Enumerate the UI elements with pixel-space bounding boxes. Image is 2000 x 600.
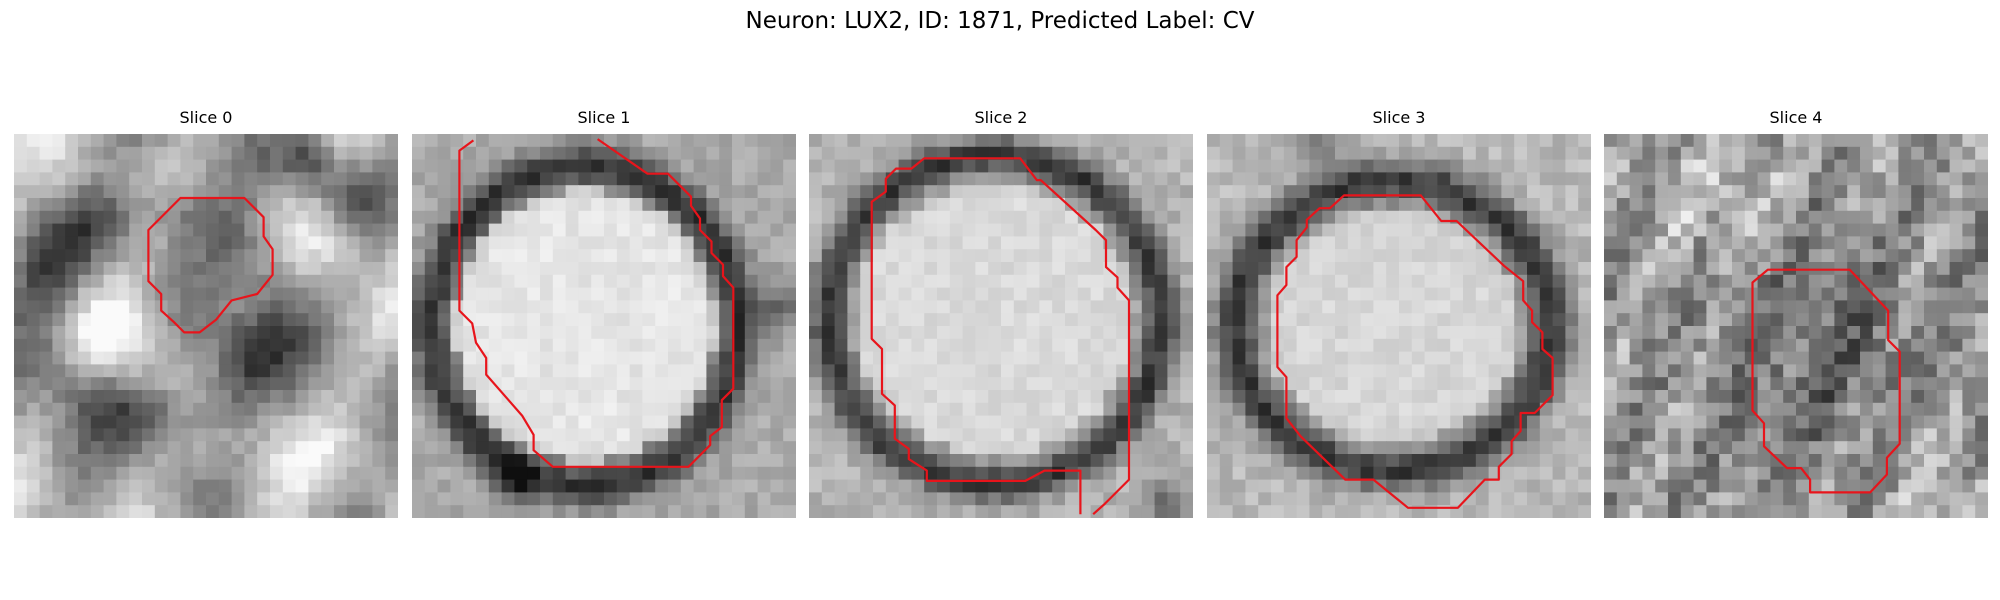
slice-title-0: Slice 0 [179, 108, 233, 127]
segmentation-contour [1276, 194, 1554, 509]
slice-image-0 [14, 134, 398, 518]
slice-panel-4: Slice 4 [1604, 108, 1988, 518]
slice-image-svg-1 [412, 134, 796, 518]
slice-title-2: Slice 2 [974, 108, 1028, 127]
segmentation-contour [870, 157, 1082, 515]
figure-title: Neuron: LUX2, ID: 1871, Predicted Label:… [745, 8, 1255, 34]
slice-image-2 [809, 134, 1193, 518]
slice-image-1 [412, 134, 796, 518]
slice-panel-0: Slice 0 [14, 108, 398, 518]
pixel-grid [1207, 134, 1591, 518]
pixel-grid [14, 134, 398, 518]
pixel-grid [809, 134, 1193, 518]
slice-image-svg-3 [1207, 134, 1591, 518]
slice-image-4 [1604, 134, 1988, 518]
slice-title-3: Slice 3 [1372, 108, 1426, 127]
slice-image-svg-4 [1604, 134, 1988, 518]
slice-panel-2: Slice 2 [809, 108, 1193, 518]
segmentation-contour [1013, 157, 1131, 516]
slice-image-svg-0 [14, 134, 398, 518]
slice-image-svg-2 [809, 134, 1193, 518]
segmentation-contour [147, 196, 274, 334]
slice-title-1: Slice 1 [577, 108, 631, 127]
pixel-grid [1604, 134, 1988, 518]
slice-panel-3: Slice 3 [1207, 108, 1591, 518]
segmentation-contour [458, 138, 735, 468]
pixel-grid [412, 134, 796, 518]
slice-title-4: Slice 4 [1769, 108, 1823, 127]
segmentation-contour [1751, 268, 1901, 494]
slice-panel-1: Slice 1 [412, 108, 796, 518]
slice-image-3 [1207, 134, 1591, 518]
